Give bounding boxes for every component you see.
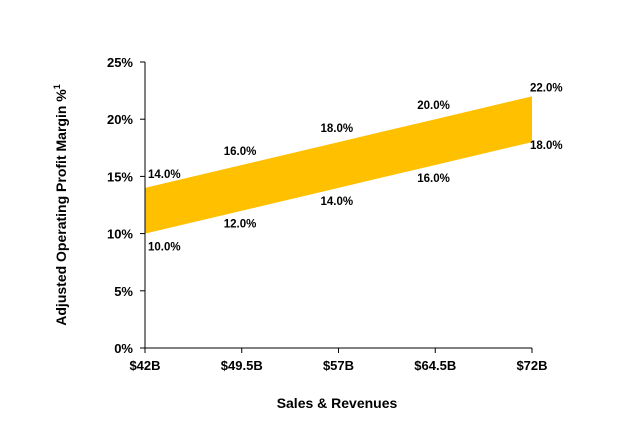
- y-tick-label: 15%: [107, 169, 133, 184]
- x-tick-label: $42B: [129, 358, 160, 373]
- margin-band: [145, 96, 532, 234]
- x-tick-label: $57B: [323, 358, 354, 373]
- x-tick-label: $49.5B: [221, 358, 263, 373]
- y-tick-label: 0%: [114, 341, 133, 356]
- data-label-lower: 14.0%: [321, 196, 354, 208]
- y-tick-label: 10%: [107, 227, 133, 242]
- x-tick-label: $64.5B: [414, 358, 456, 373]
- data-label-lower: 16.0%: [417, 173, 450, 185]
- data-label-lower: 12.0%: [224, 219, 257, 231]
- y-axis-title-superscript: 1: [52, 84, 62, 89]
- data-label-upper: 20.0%: [417, 100, 450, 112]
- plot-area: 0% 5% 10% 15% 20% 25% $42B $49.5B $57B $64.5B $72B…: [107, 55, 563, 373]
- x-axis-title: Sales & Revenues: [277, 395, 398, 411]
- data-label-upper: 22.0%: [530, 82, 563, 94]
- y-tick-label: 5%: [114, 284, 133, 299]
- data-label-upper: 18.0%: [321, 123, 354, 135]
- y-tick-label: 25%: [107, 55, 133, 70]
- y-axis-title-text: Adjusted Operating Profit Margin %: [53, 89, 69, 326]
- data-label-upper: 14.0%: [148, 169, 181, 181]
- y-tick-label: 20%: [107, 112, 133, 127]
- data-label-lower: 10.0%: [148, 242, 181, 254]
- data-label-upper: 16.0%: [224, 146, 257, 158]
- x-tick-label: $72B: [516, 358, 547, 373]
- y-axis-title: Adjusted Operating Profit Margin %1: [52, 84, 69, 325]
- data-label-lower: 18.0%: [530, 140, 563, 152]
